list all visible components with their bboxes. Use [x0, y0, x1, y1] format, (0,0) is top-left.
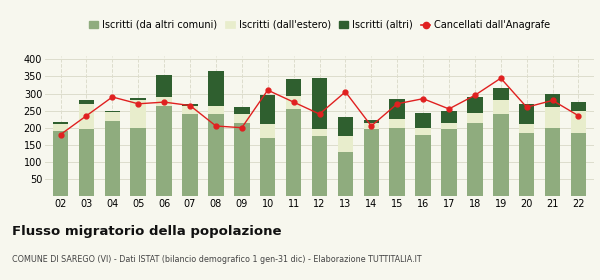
Bar: [208, 71, 224, 106]
Bar: [467, 97, 482, 113]
Bar: [53, 124, 68, 131]
Bar: [182, 114, 198, 196]
Bar: [389, 119, 405, 128]
Bar: [338, 118, 353, 136]
Bar: [234, 107, 250, 114]
Bar: [234, 123, 250, 196]
Bar: [364, 123, 379, 129]
Bar: [545, 94, 560, 107]
Bar: [571, 133, 586, 196]
Bar: [157, 106, 172, 196]
Bar: [519, 124, 535, 133]
Bar: [571, 111, 586, 133]
Bar: [545, 128, 560, 196]
Bar: [208, 106, 224, 114]
Bar: [441, 111, 457, 123]
Bar: [130, 98, 146, 101]
Bar: [441, 129, 457, 196]
Text: COMUNE DI SAREGO (VI) - Dati ISTAT (bilancio demografico 1 gen-31 dic) - Elabora: COMUNE DI SAREGO (VI) - Dati ISTAT (bila…: [12, 255, 422, 264]
Bar: [157, 75, 172, 97]
Bar: [389, 128, 405, 196]
Bar: [53, 122, 68, 124]
Bar: [312, 136, 327, 196]
Bar: [519, 133, 535, 196]
Bar: [130, 128, 146, 196]
Bar: [493, 101, 509, 114]
Bar: [571, 102, 586, 111]
Bar: [286, 79, 301, 96]
Bar: [389, 99, 405, 119]
Bar: [208, 114, 224, 196]
Bar: [53, 131, 68, 196]
Bar: [286, 109, 301, 196]
Bar: [312, 129, 327, 136]
Bar: [338, 151, 353, 196]
Bar: [415, 134, 431, 196]
Bar: [182, 104, 198, 106]
Bar: [104, 121, 120, 196]
Bar: [104, 112, 120, 121]
Bar: [130, 101, 146, 128]
Bar: [286, 96, 301, 109]
Bar: [79, 129, 94, 196]
Bar: [157, 97, 172, 106]
Bar: [545, 107, 560, 128]
Bar: [467, 123, 482, 196]
Bar: [415, 129, 431, 134]
Bar: [182, 106, 198, 114]
Bar: [338, 136, 353, 151]
Bar: [104, 111, 120, 112]
Bar: [312, 78, 327, 129]
Bar: [260, 138, 275, 196]
Bar: [493, 88, 509, 101]
Text: Flusso migratorio della popolazione: Flusso migratorio della popolazione: [12, 225, 281, 238]
Legend: Iscritti (da altri comuni), Iscritti (dall'estero), Iscritti (altri), Cancellati: Iscritti (da altri comuni), Iscritti (da…: [85, 16, 554, 34]
Bar: [79, 101, 94, 104]
Bar: [493, 114, 509, 196]
Bar: [234, 114, 250, 123]
Bar: [441, 123, 457, 129]
Bar: [519, 104, 535, 124]
Bar: [467, 113, 482, 123]
Bar: [364, 129, 379, 196]
Bar: [260, 95, 275, 124]
Bar: [260, 124, 275, 138]
Bar: [79, 104, 94, 129]
Bar: [415, 113, 431, 129]
Bar: [364, 120, 379, 123]
